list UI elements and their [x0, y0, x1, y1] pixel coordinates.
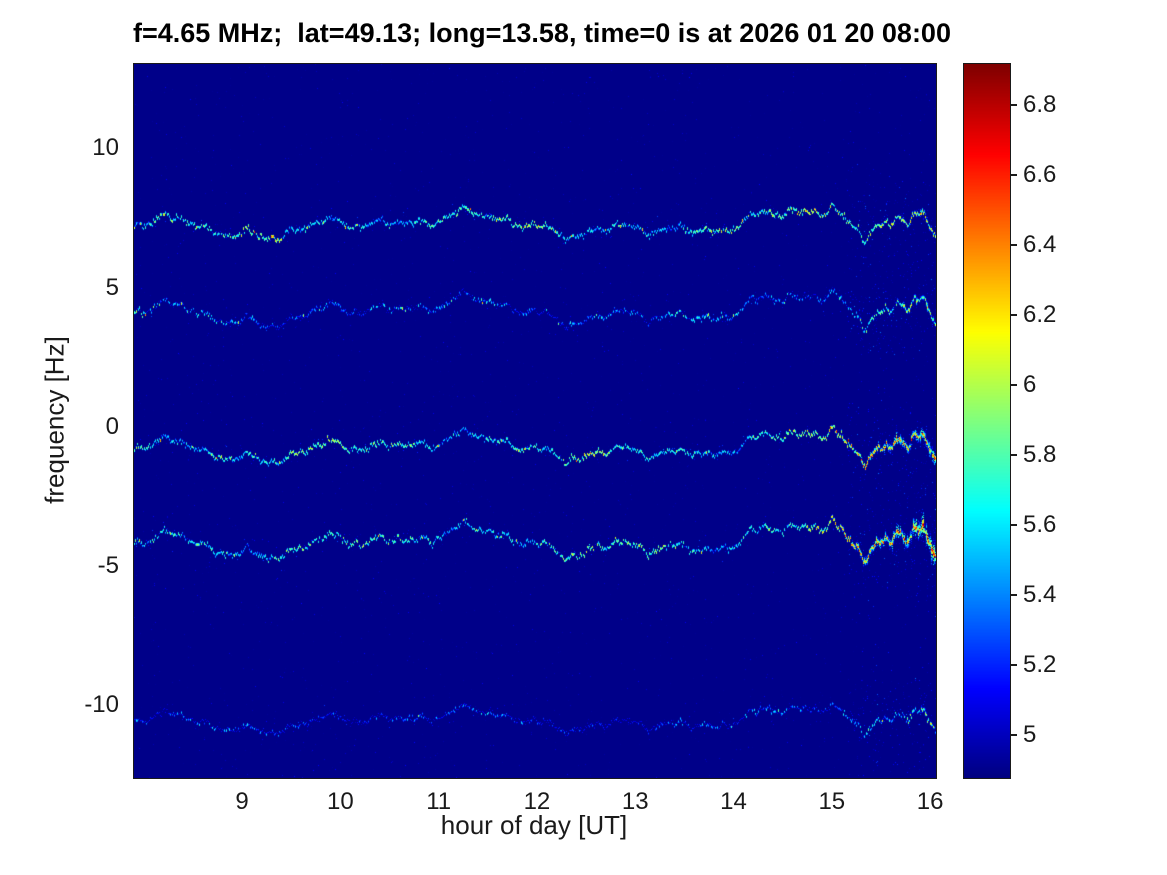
colorbar-tick-label: 6.4: [1023, 231, 1057, 258]
colorbar-tick-mark: [1011, 524, 1017, 526]
y-tick-label: -5: [97, 552, 119, 580]
colorbar-tick-mark: [1011, 454, 1017, 456]
colorbar-tick-mark: [1011, 314, 1017, 316]
plot-area: [133, 63, 937, 779]
x-tick-label: 14: [720, 788, 747, 815]
x-tick-label: 10: [327, 788, 354, 815]
colorbar-tick-label: 6.2: [1023, 301, 1057, 328]
colorbar-tick-mark: [1011, 594, 1017, 596]
colorbar-tick-label: 5.2: [1023, 651, 1057, 678]
x-tick-label: 15: [818, 788, 846, 815]
y-tick-label: 10: [92, 134, 119, 162]
x-axis-label: hour of day [UT]: [440, 810, 628, 840]
colorbar-tick-label: 6.6: [1023, 161, 1057, 188]
colorbar-tick-mark: [1011, 104, 1017, 106]
x-tick-label: 11: [426, 788, 452, 815]
x-tick-label: 16: [916, 788, 944, 815]
colorbar-tick-label: 5: [1023, 721, 1037, 748]
colorbar-tick-mark: [1011, 664, 1017, 666]
chart-title: f=4.65 MHz; lat=49.13; long=13.58, time=…: [133, 18, 951, 48]
colorbar-tick-mark: [1011, 384, 1017, 386]
colorbar-tick-mark: [1011, 244, 1017, 246]
y-tick-label: -10: [84, 691, 119, 719]
colorbar-tick-label: 5.6: [1023, 511, 1057, 538]
colorbar-tick-label: 5.8: [1023, 441, 1057, 468]
colorbar: [963, 63, 1011, 779]
colorbar-tick-label: 6: [1023, 371, 1037, 398]
x-tick-label: 9: [235, 788, 249, 815]
colorbar-tick-label: 5.4: [1023, 581, 1057, 608]
x-tick-label: 12: [523, 788, 551, 815]
spectrogram-canvas: [134, 64, 936, 778]
y-tick-label: 5: [105, 273, 119, 301]
y-tick-label: 0: [105, 412, 119, 440]
colorbar-tick-label: 6.8: [1023, 91, 1057, 118]
colorbar-tick-mark: [1011, 734, 1017, 736]
colorbar-canvas: [964, 64, 1010, 778]
x-tick-label: 13: [621, 788, 649, 815]
colorbar-tick-mark: [1011, 174, 1017, 176]
